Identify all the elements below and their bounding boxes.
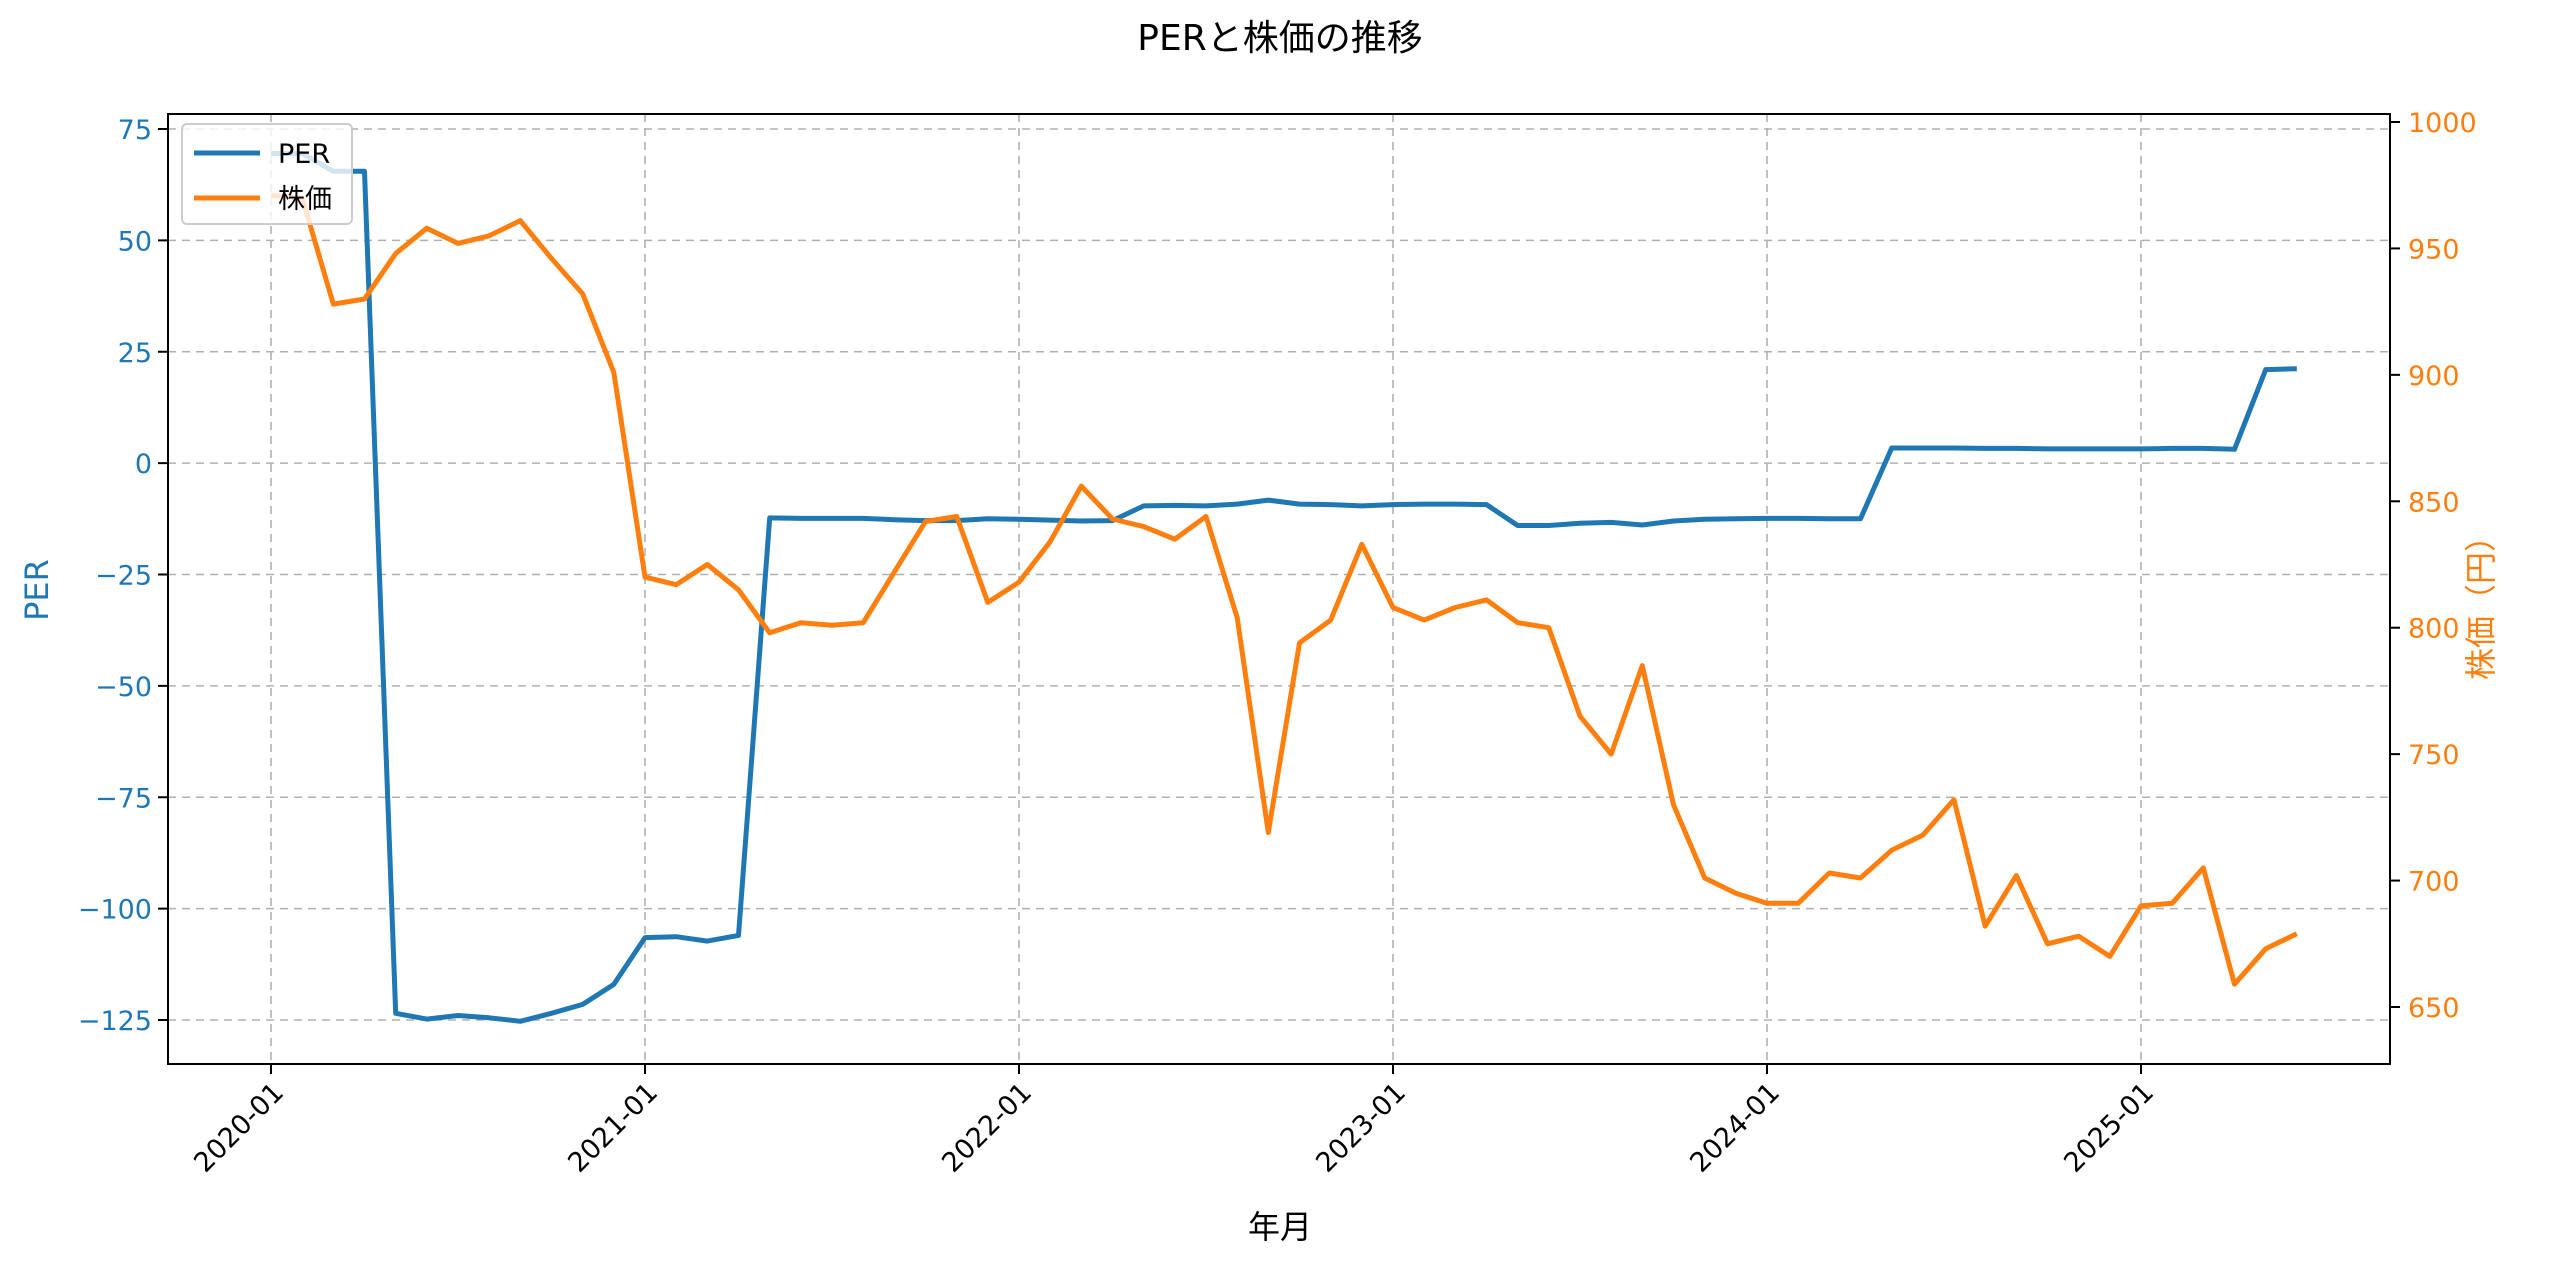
right-y-tick-label: 800 (2408, 614, 2460, 645)
legend-price-label: 株価 (278, 184, 332, 215)
x-tick-label: 2021-01 (562, 1077, 664, 1179)
x-tick-label: 2022-01 (936, 1077, 1038, 1179)
right-y-axis-label: 株価（円） (2462, 520, 2500, 680)
left-y-tick-label: 75 (118, 115, 152, 146)
x-tick-label: 2023-01 (1310, 1077, 1412, 1179)
chart-title: PERと株価の推移 (1137, 18, 1422, 59)
left-y-tick-label: 0 (135, 449, 152, 480)
x-tick-label: 2020-01 (188, 1077, 290, 1179)
x-axis-ticks: 2020-01 2021-01 2022-01 2023-01 2024-01 2025-… (188, 1064, 2160, 1179)
right-y-axis-ticks: 1000 950 900 850 800 750 700 650 (2390, 108, 2477, 1024)
left-y-axis-label: PER (18, 559, 56, 621)
x-tick-label: 2024-01 (1684, 1077, 1786, 1179)
per-line (271, 151, 2297, 1024)
price-line (270, 192, 2298, 987)
series-lines (270, 151, 2298, 1024)
right-y-tick-label: 900 (2408, 361, 2460, 392)
grid (168, 114, 2390, 1064)
left-y-tick-label: 25 (118, 338, 152, 369)
right-y-tick-label: 1000 (2408, 108, 2477, 139)
left-y-axis-ticks: 75 50 25 0 −25 −50 −75 −100 −125 (78, 115, 168, 1037)
left-y-tick-label: −75 (95, 783, 152, 814)
legend: PER 株価 (181, 123, 353, 225)
right-y-tick-label: 950 (2408, 234, 2460, 265)
right-y-tick-label: 850 (2408, 487, 2460, 518)
left-y-tick-label: −125 (78, 1006, 152, 1037)
x-tick-label: 2025-01 (2058, 1077, 2160, 1179)
right-y-tick-label: 700 (2408, 867, 2460, 898)
plot-frame (167, 113, 2391, 1065)
left-y-tick-label: 50 (118, 226, 152, 257)
legend-per-label: PER (278, 139, 330, 170)
left-y-tick-label: −50 (95, 672, 152, 703)
left-y-tick-label: −25 (95, 561, 152, 592)
left-y-tick-label: −100 (78, 895, 152, 926)
right-y-tick-label: 750 (2408, 740, 2460, 771)
x-axis-label: 年月 (1248, 1208, 1312, 1246)
right-y-tick-label: 650 (2408, 993, 2460, 1024)
